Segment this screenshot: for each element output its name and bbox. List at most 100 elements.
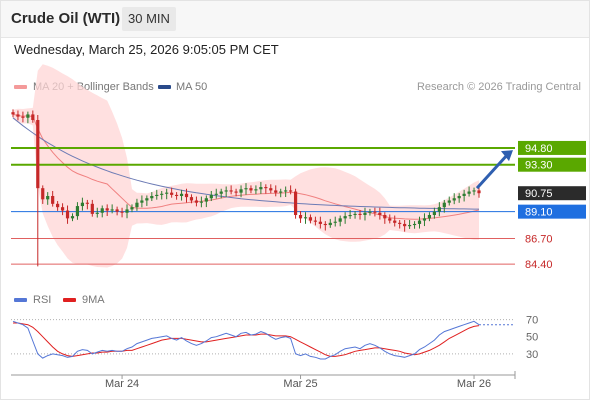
candle: [269, 184, 273, 194]
ma50-legend-swatch: [158, 85, 171, 89]
candle-body: [244, 188, 248, 190]
candle: [170, 187, 174, 198]
candle: [417, 216, 422, 229]
candle-body: [165, 192, 169, 194]
candle-body: [373, 211, 377, 213]
candle-body: [204, 198, 208, 202]
candle: [179, 189, 184, 201]
candle-body: [338, 218, 342, 222]
ma9-legend-swatch: [63, 298, 76, 302]
candle-body: [348, 215, 352, 217]
candle: [120, 207, 124, 218]
candle: [388, 214, 392, 224]
candle-body: [279, 191, 283, 193]
candle: [393, 215, 397, 227]
candle: [75, 202, 80, 220]
candle-body: [298, 215, 303, 219]
candle-body: [417, 220, 422, 224]
candle: [363, 207, 367, 221]
instrument-title: Crude Oil (WTI): [11, 10, 121, 27]
candle-body: [427, 215, 432, 219]
candle-body: [333, 221, 337, 223]
candle: [115, 206, 119, 216]
candle-body: [130, 207, 134, 210]
candle-body: [150, 196, 154, 199]
candle-body: [36, 120, 40, 189]
candle: [184, 188, 189, 203]
candle: [293, 188, 298, 219]
candle: [323, 221, 327, 231]
candle: [333, 216, 337, 227]
candle: [100, 205, 104, 218]
candle-body: [363, 212, 367, 215]
candle: [467, 186, 471, 197]
candle: [289, 185, 293, 195]
candle: [140, 195, 144, 208]
candle: [160, 190, 164, 200]
candle: [398, 220, 402, 229]
candle-body: [31, 114, 35, 120]
level-label-86.70: 86.70: [525, 233, 553, 245]
candle-body: [447, 200, 451, 203]
rsi-tick-label: 30: [526, 349, 538, 361]
candle: [110, 204, 114, 214]
candle: [51, 190, 55, 207]
candle-body: [229, 190, 233, 192]
candle: [358, 209, 362, 220]
candle-body: [90, 203, 94, 214]
candle: [125, 204, 129, 219]
forecast-arrow-shaft: [475, 154, 509, 190]
candle: [80, 197, 85, 211]
candle-body: [412, 223, 417, 226]
candle-body: [234, 191, 238, 193]
level-tag-89.10: [518, 204, 586, 219]
candle: [368, 208, 372, 216]
candle-body: [378, 212, 382, 215]
candle: [209, 190, 213, 202]
candle-body: [457, 196, 461, 199]
candle-body: [318, 221, 322, 224]
candle-body: [125, 209, 129, 213]
candle-body: [353, 213, 357, 215]
candle-body: [70, 216, 75, 219]
candle-body: [140, 200, 144, 203]
candle-body: [269, 188, 273, 191]
candle: [105, 204, 109, 217]
level-label-90.75: 90.75: [525, 188, 553, 200]
candle: [189, 194, 194, 204]
candle: [373, 207, 377, 217]
candle-body: [239, 189, 243, 193]
candle: [65, 205, 70, 224]
candle: [472, 187, 476, 196]
candle: [11, 109, 15, 118]
candle-body: [303, 217, 308, 219]
level-tag-90.75: [518, 186, 586, 201]
candle: [26, 111, 30, 124]
candle: [199, 196, 203, 208]
candle-body: [135, 202, 139, 208]
timeframe-badge[interactable]: 30 MIN: [122, 7, 176, 31]
candle: [462, 189, 466, 202]
candle-body: [308, 217, 313, 221]
candle-body: [477, 190, 481, 194]
candle-body: [21, 116, 25, 118]
candle-body: [343, 216, 347, 219]
candle-body: [95, 212, 99, 214]
rsi-legend-label: RSI: [33, 294, 52, 306]
candle-body: [26, 114, 30, 118]
candle-body: [358, 213, 362, 215]
candle-body: [462, 193, 466, 196]
candle-body: [105, 208, 109, 211]
candle-body: [179, 193, 184, 196]
candle-body: [46, 196, 50, 200]
candle-body: [170, 192, 174, 195]
candle: [452, 193, 456, 205]
candle-body: [41, 188, 45, 200]
candle: [70, 213, 75, 222]
candle: [95, 207, 99, 218]
candle-body: [407, 225, 412, 227]
candle: [174, 192, 179, 200]
rsi-tick-label: 70: [526, 315, 538, 327]
candle-body: [110, 209, 114, 211]
